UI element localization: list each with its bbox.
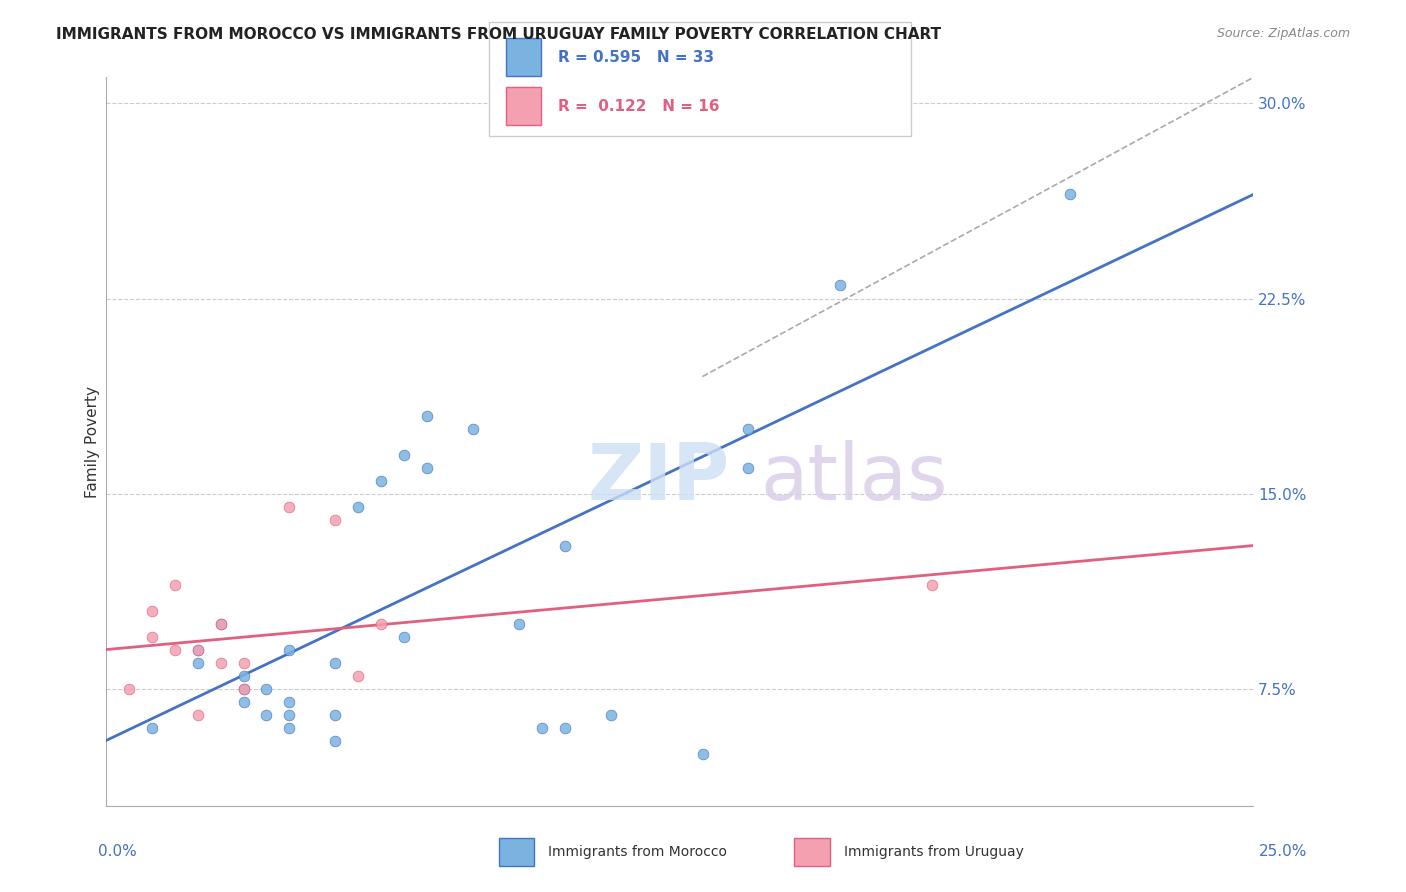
Point [187, 656, 209, 670]
Point [278, 695, 301, 709]
Text: Source: ZipAtlas.com: Source: ZipAtlas.com [1216, 27, 1350, 40]
Point [461, 421, 484, 435]
Point [163, 642, 186, 657]
Point [187, 642, 209, 657]
Point [141, 604, 163, 618]
Point [392, 630, 415, 644]
Point [118, 681, 141, 696]
Point [370, 616, 392, 631]
Point [830, 278, 852, 293]
Point [347, 500, 370, 514]
Text: Immigrants from Morocco: Immigrants from Morocco [548, 845, 727, 859]
Point [232, 681, 254, 696]
Text: R = 0.595   N = 33: R = 0.595 N = 33 [558, 50, 714, 64]
Point [278, 500, 301, 514]
Text: 0.0%: 0.0% [98, 845, 138, 859]
Text: Immigrants from Uruguay: Immigrants from Uruguay [844, 845, 1024, 859]
Point [278, 642, 301, 657]
Point [232, 681, 254, 696]
Point [141, 721, 163, 735]
Point [554, 721, 576, 735]
Text: ZIP: ZIP [588, 440, 730, 516]
Point [232, 695, 254, 709]
Point [278, 721, 301, 735]
Point [921, 577, 943, 591]
Point [325, 512, 347, 526]
Point [325, 733, 347, 747]
Point [209, 616, 232, 631]
Point [232, 656, 254, 670]
Point [599, 707, 621, 722]
Y-axis label: Family Poverty: Family Poverty [86, 385, 100, 498]
Text: atlas: atlas [759, 440, 948, 516]
Point [232, 668, 254, 682]
Point [1059, 187, 1081, 202]
Point [347, 668, 370, 682]
Point [256, 681, 278, 696]
Point [737, 460, 759, 475]
Point [256, 707, 278, 722]
Point [141, 630, 163, 644]
Point [737, 421, 759, 435]
Text: IMMIGRANTS FROM MOROCCO VS IMMIGRANTS FROM URUGUAY FAMILY POVERTY CORRELATION CH: IMMIGRANTS FROM MOROCCO VS IMMIGRANTS FR… [56, 27, 942, 42]
Text: 25.0%: 25.0% [1260, 845, 1308, 859]
Point [187, 707, 209, 722]
Point [416, 409, 439, 423]
Point [370, 474, 392, 488]
Text: R =  0.122   N = 16: R = 0.122 N = 16 [558, 99, 720, 113]
Point [392, 448, 415, 462]
Point [209, 656, 232, 670]
Point [554, 539, 576, 553]
Point [325, 707, 347, 722]
Point [325, 656, 347, 670]
Point [187, 642, 209, 657]
Point [508, 616, 530, 631]
Point [163, 577, 186, 591]
Point [209, 616, 232, 631]
Point [278, 707, 301, 722]
Point [530, 721, 553, 735]
Point [692, 747, 714, 761]
Point [416, 460, 439, 475]
